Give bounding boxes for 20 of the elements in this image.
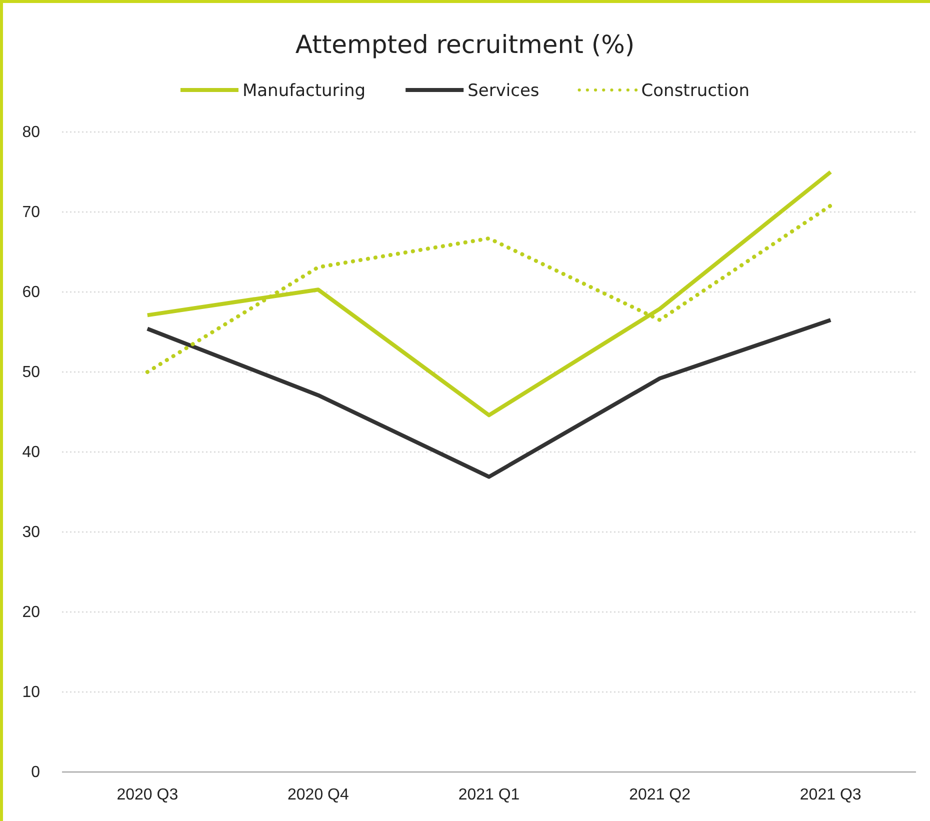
legend-label: Construction [641, 81, 750, 101]
x-tick-label: 2021 Q3 [800, 786, 862, 804]
line-series [145, 318, 833, 479]
x-tick-label: 2020 Q4 [288, 786, 349, 804]
y-tick-label: 70 [22, 204, 40, 222]
y-tick-label: 50 [22, 364, 40, 382]
y-tick-label: 60 [22, 284, 40, 302]
y-tick-label: 30 [22, 524, 40, 542]
y-tick-label: 0 [31, 764, 40, 782]
x-tick-label: 2021 Q1 [458, 786, 520, 804]
line-series [145, 170, 833, 418]
chart-title: Attempted recruitment (%) [295, 30, 635, 59]
y-tick-label: 80 [22, 124, 40, 142]
y-tick-label: 40 [22, 444, 40, 462]
x-tick-label: 2020 Q3 [116, 786, 178, 804]
legend-label: Services [468, 81, 540, 101]
legend-label: Manufacturing [242, 81, 366, 101]
x-tick-label: 2021 Q2 [629, 786, 691, 804]
y-tick-label: 20 [22, 604, 40, 622]
y-tick-label: 10 [22, 684, 40, 702]
